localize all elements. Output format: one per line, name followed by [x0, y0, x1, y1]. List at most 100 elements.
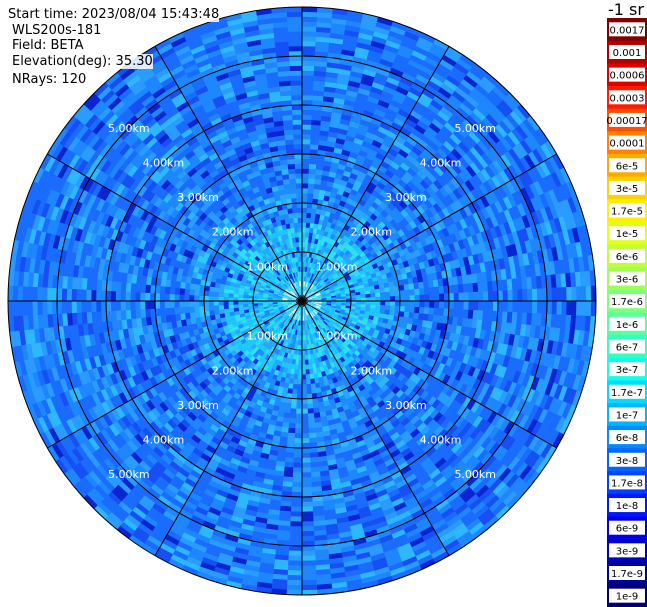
range-gate — [296, 398, 302, 405]
range-gate — [380, 53, 396, 64]
range-gate — [322, 268, 328, 275]
range-gate — [485, 92, 500, 107]
range-gate — [302, 285, 304, 292]
range-gate — [453, 110, 467, 123]
range-gate — [319, 289, 325, 294]
range-gate — [310, 272, 315, 279]
range-gate — [310, 262, 315, 269]
range-gate — [482, 96, 497, 111]
range-gate — [302, 501, 313, 508]
range-gate — [425, 144, 437, 156]
range-gate — [409, 301, 416, 307]
range-gate — [321, 224, 327, 232]
range-gate — [312, 247, 317, 254]
range-gate — [348, 271, 355, 277]
range-gate — [316, 21, 332, 29]
range-gate — [446, 74, 461, 87]
range-gate — [478, 120, 492, 134]
range-gate — [492, 85, 507, 101]
range-gate — [317, 144, 327, 151]
range-gate — [317, 223, 323, 231]
range-gate — [483, 72, 500, 87]
range-gate — [295, 418, 302, 425]
range-gate — [536, 145, 549, 162]
range-gate — [403, 67, 418, 79]
range-gate — [302, 109, 313, 116]
range-gate — [411, 49, 427, 61]
range-gate — [406, 167, 418, 178]
range-gate — [326, 253, 332, 260]
range-gate — [297, 374, 302, 380]
range-gate — [489, 110, 503, 124]
range-gate — [315, 41, 330, 48]
range-gate — [292, 472, 302, 478]
range-gate — [533, 180, 545, 196]
range-gate — [355, 303, 362, 308]
range-gate — [361, 17, 377, 27]
range-gate — [513, 107, 528, 123]
range-gate — [370, 177, 380, 186]
range-gate — [295, 359, 299, 366]
range-gate — [361, 73, 375, 82]
range-gate — [375, 103, 388, 113]
range-gate — [311, 109, 323, 116]
range-gate — [446, 225, 455, 236]
range-gate — [323, 286, 329, 290]
range-gate — [392, 156, 404, 167]
range-gate — [323, 263, 329, 270]
range-gate — [520, 139, 533, 155]
range-gate — [303, 266, 306, 272]
range-gate — [468, 130, 481, 144]
range-gate — [294, 438, 302, 444]
range-gate — [310, 138, 319, 146]
range-gate — [459, 122, 473, 135]
range-gate — [302, 521, 314, 527]
range-gate — [414, 123, 427, 135]
range-gate — [502, 196, 513, 210]
range-gate — [290, 516, 302, 523]
range-gate — [413, 45, 430, 57]
range-gate — [302, 35, 316, 42]
range-gate — [365, 301, 372, 305]
range-gate — [515, 159, 528, 174]
range-gate — [420, 211, 430, 221]
range-gate — [378, 228, 387, 237]
range-gate — [409, 189, 419, 200]
range-gate — [400, 126, 412, 137]
range-gate — [454, 86, 469, 100]
range-gate — [313, 183, 321, 190]
range-gate — [473, 301, 479, 311]
range-gate — [292, 467, 302, 474]
range-gate — [302, 374, 307, 380]
range-gate — [291, 496, 302, 503]
range-gate — [503, 167, 515, 181]
range-gate — [305, 364, 310, 371]
range-gate — [326, 221, 333, 228]
range-gate — [360, 304, 367, 308]
range-gate — [440, 82, 456, 95]
range-gate — [323, 194, 331, 202]
range-gate — [329, 277, 336, 283]
range-gate — [535, 163, 548, 179]
range-gate — [321, 169, 330, 177]
range-gate — [344, 273, 351, 279]
range-gate — [460, 182, 471, 195]
range-gate — [348, 75, 362, 84]
range-gate — [303, 290, 306, 297]
range-gate — [424, 294, 430, 301]
range-gate — [295, 428, 302, 434]
range-gate — [359, 118, 371, 128]
range-gate — [406, 136, 418, 147]
range-gate — [306, 207, 312, 214]
range-gate — [520, 187, 531, 202]
range-gate — [313, 242, 318, 249]
range-gate — [302, 246, 305, 253]
range-gate — [351, 111, 363, 120]
range-gate — [395, 53, 410, 64]
range-gate — [322, 95, 335, 103]
range-gate — [497, 290, 504, 301]
range-gate — [309, 267, 313, 274]
range-gate — [454, 220, 464, 232]
range-gate — [364, 63, 378, 73]
range-gate — [311, 267, 315, 274]
